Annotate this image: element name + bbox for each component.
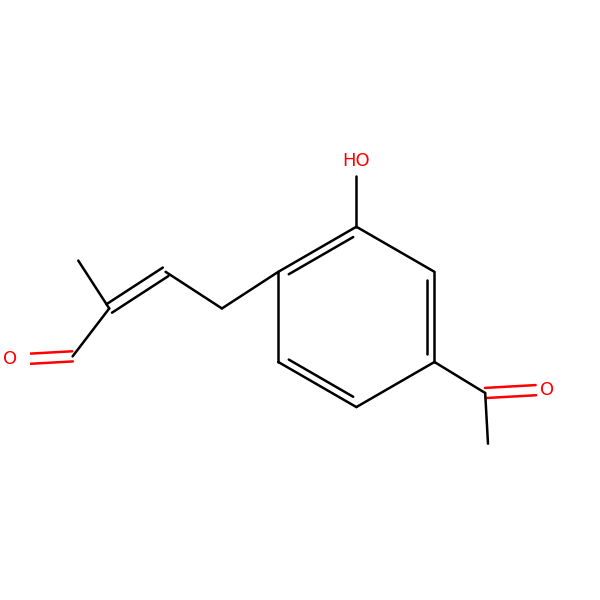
Text: O: O (3, 350, 17, 368)
Text: O: O (541, 381, 554, 399)
Text: HO: HO (343, 152, 370, 170)
